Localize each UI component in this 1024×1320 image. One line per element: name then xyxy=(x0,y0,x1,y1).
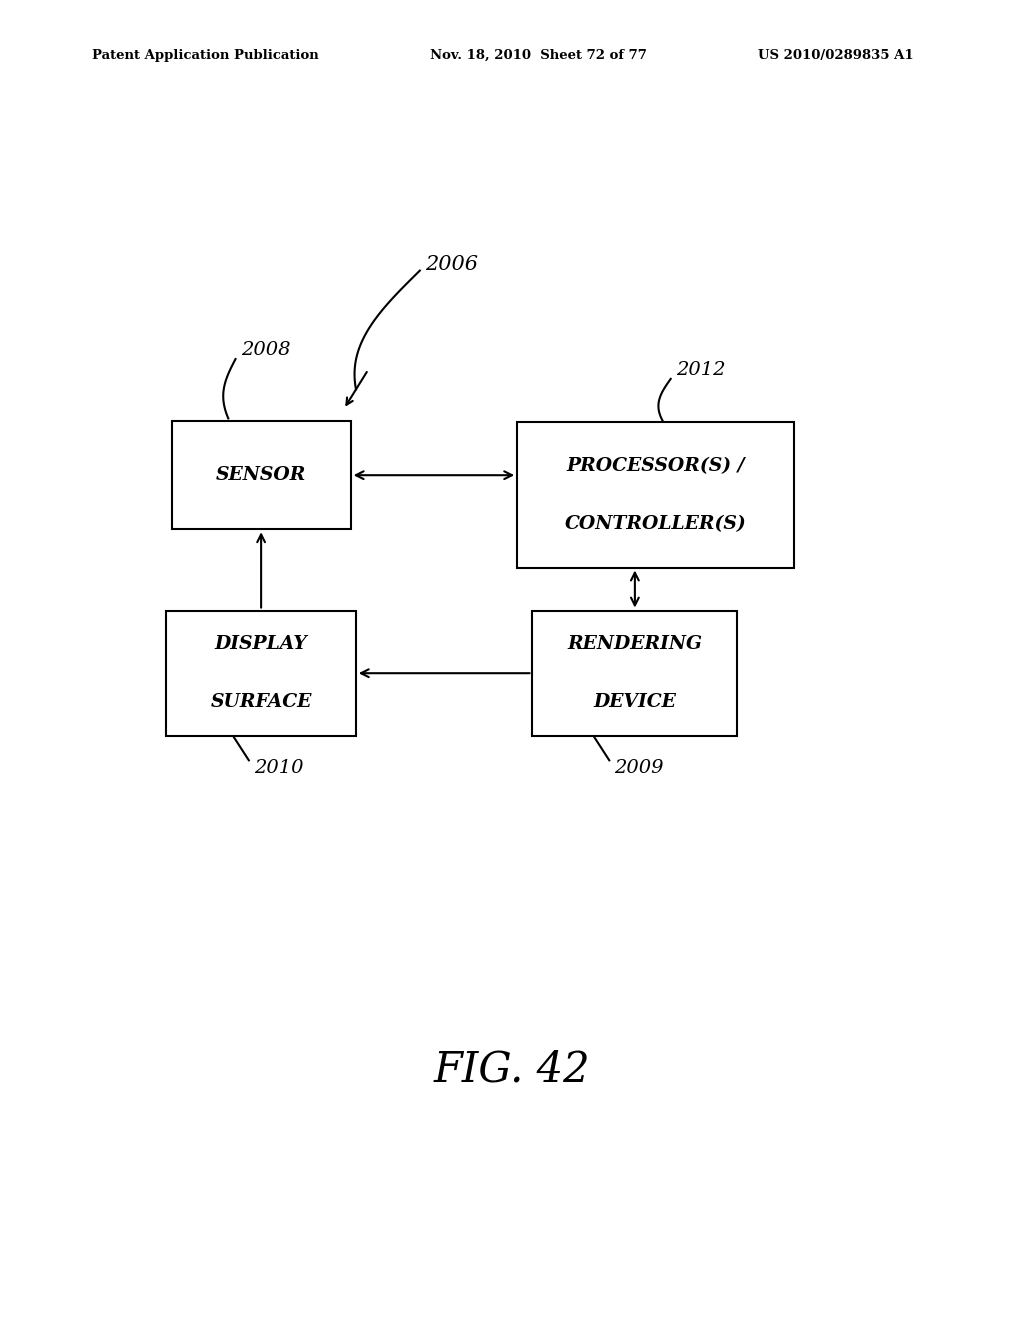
Bar xyxy=(166,610,356,737)
Text: CONTROLLER(S): CONTROLLER(S) xyxy=(564,515,746,533)
Text: FIG. 42: FIG. 42 xyxy=(434,1048,590,1090)
Text: 2010: 2010 xyxy=(254,759,303,777)
Bar xyxy=(517,422,794,568)
Text: 2012: 2012 xyxy=(676,360,725,379)
Text: Patent Application Publication: Patent Application Publication xyxy=(92,49,318,62)
Text: DEVICE: DEVICE xyxy=(594,693,676,711)
Text: 2008: 2008 xyxy=(241,341,290,359)
Text: SENSOR: SENSOR xyxy=(216,466,306,484)
Bar xyxy=(172,421,350,529)
Text: SURFACE: SURFACE xyxy=(211,693,311,711)
Text: RENDERING: RENDERING xyxy=(567,635,702,653)
Text: 2006: 2006 xyxy=(425,255,478,273)
Text: PROCESSOR(S) /: PROCESSOR(S) / xyxy=(566,457,744,475)
Text: 2009: 2009 xyxy=(614,759,664,777)
Text: US 2010/0289835 A1: US 2010/0289835 A1 xyxy=(758,49,913,62)
Text: DISPLAY: DISPLAY xyxy=(215,635,307,653)
Text: Nov. 18, 2010  Sheet 72 of 77: Nov. 18, 2010 Sheet 72 of 77 xyxy=(430,49,647,62)
Bar xyxy=(532,610,737,737)
